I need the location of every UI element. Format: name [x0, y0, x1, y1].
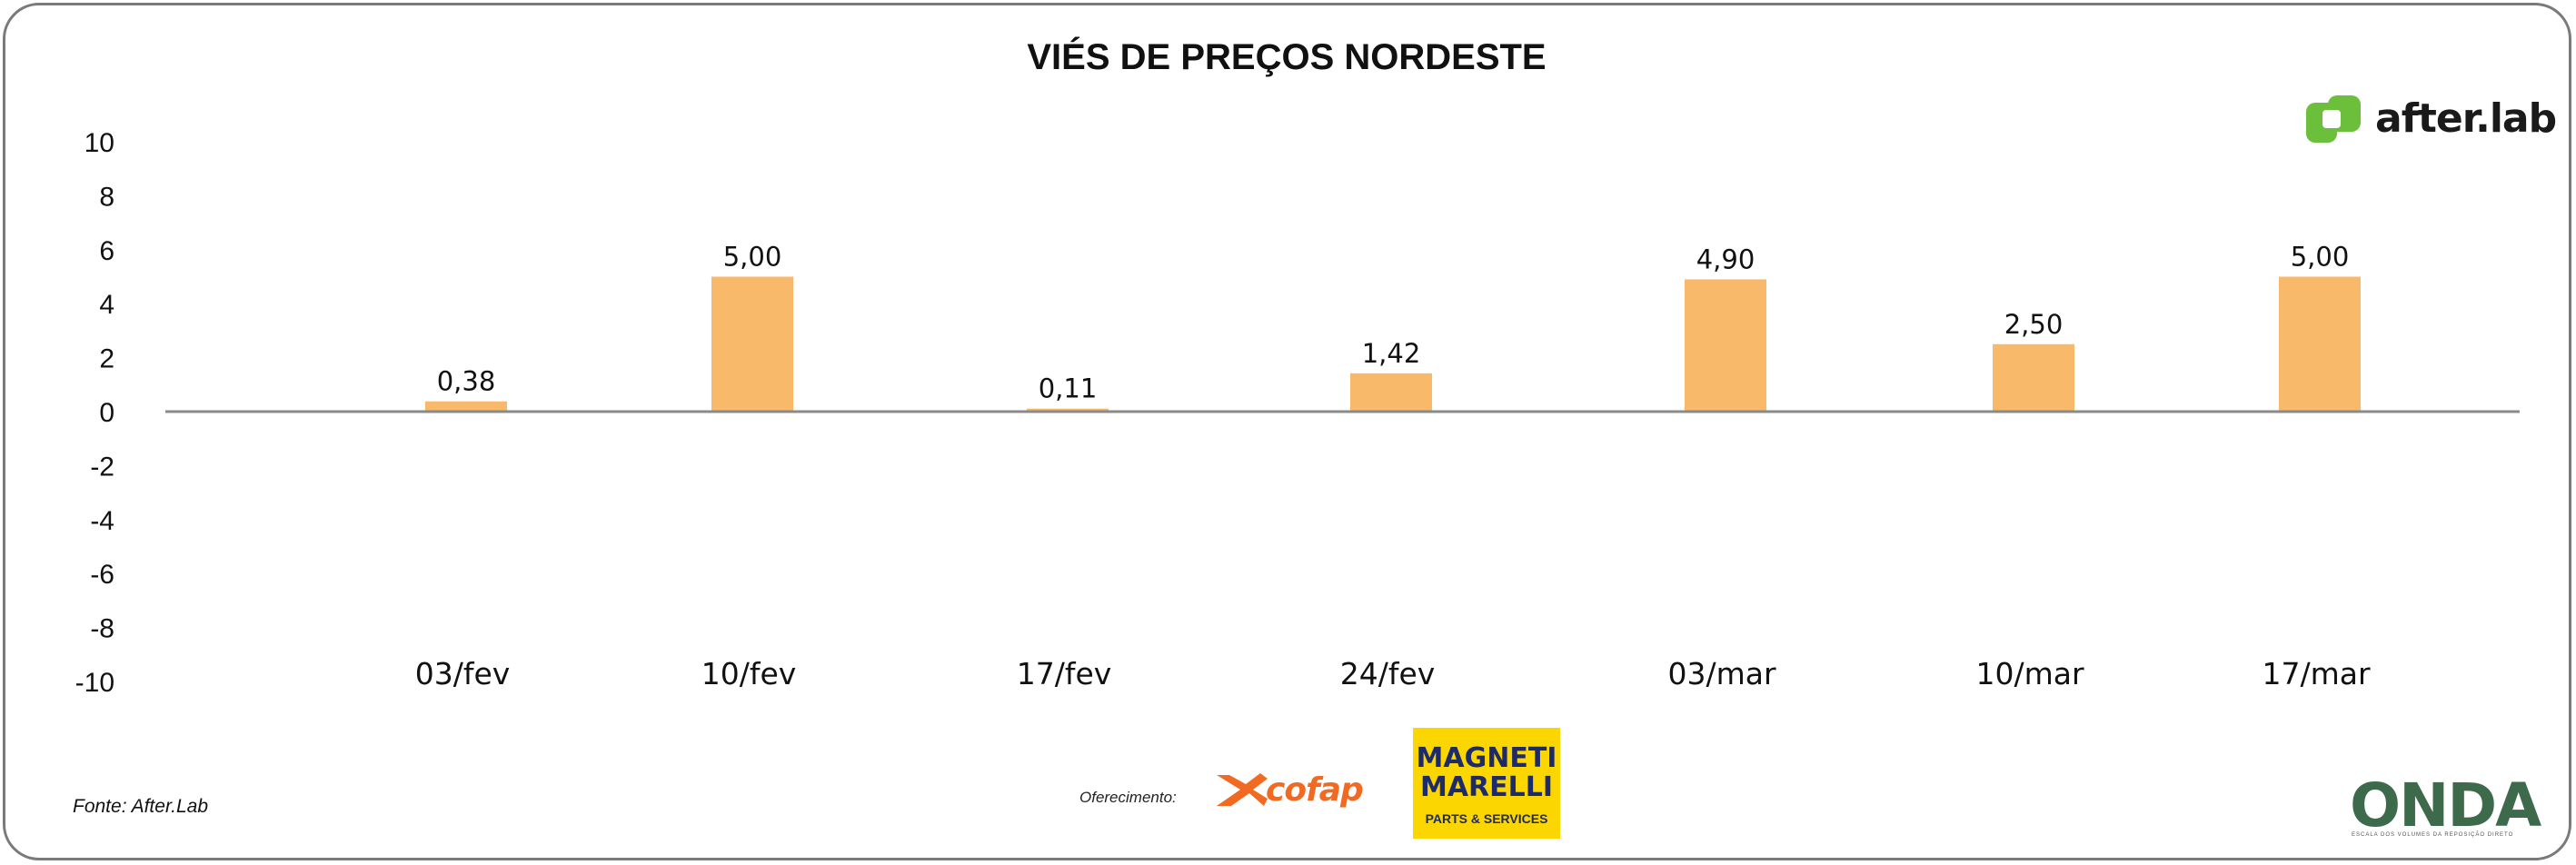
onda-wordmark: ONDA: [2350, 771, 2541, 840]
afterlab-wordmark: after.lab: [2375, 95, 2557, 142]
onda-tagline: ESCALA DOS VOLUMES DA REPOSIÇÃO DIRETO: [2352, 832, 2514, 838]
chart-frame: [3, 3, 2571, 860]
cofap-logo: cofap: [1213, 768, 1386, 813]
y-tick-label: -8: [90, 614, 114, 644]
marelli-wordmark: MARELLI: [1419, 771, 1554, 803]
y-tick-label: 4: [99, 290, 114, 320]
bar-value-label: 2,50: [2004, 309, 2064, 340]
chart-title: VIÉS DE PREÇOS NORDESTE: [1027, 36, 1546, 77]
x-tick-label: 17/mar: [2262, 656, 2370, 691]
bar-value-label: 0,38: [437, 366, 496, 397]
x-tick-label: 03/fev: [415, 656, 511, 691]
y-tick-label: 0: [99, 398, 114, 428]
y-tick-label: 2: [99, 344, 114, 374]
y-tick-label: 8: [99, 182, 114, 212]
bar: [2279, 276, 2361, 412]
x-tick-label: 24/fev: [1340, 656, 1436, 691]
x-tick-label: 03/mar: [1667, 656, 1775, 691]
y-tick-label: -6: [90, 560, 114, 590]
afterlab-mark-icon: [2306, 95, 2361, 143]
bar-value-label: 5,00: [723, 242, 782, 273]
magneti-marelli-logo: MAGNETI MARELLI PARTS & SERVICES: [1413, 728, 1560, 839]
y-tick-label: -2: [90, 452, 114, 482]
y-tick-label: 10: [85, 128, 114, 158]
bar-value-label: 0,11: [1039, 373, 1098, 404]
source-note: Fonte: After.Lab: [73, 796, 209, 817]
bar: [1027, 408, 1109, 412]
bar: [711, 276, 793, 412]
bar: [1685, 279, 1766, 412]
x-tick-label: 17/fev: [1017, 656, 1112, 691]
bar: [425, 401, 507, 412]
cofap-wordmark: cofap: [1266, 771, 1364, 809]
x-tick-label: 10/fev: [701, 656, 797, 691]
bar: [1993, 343, 2074, 412]
y-tick-label: -4: [90, 506, 114, 536]
magneti-wordmark: MAGNETI: [1416, 742, 1557, 774]
cofap-mark-icon: [1217, 773, 1268, 806]
magneti-subtitle: PARTS & SERVICES: [1425, 811, 1548, 826]
y-tick-label: 6: [99, 236, 114, 266]
bar-value-label: 4,90: [1696, 244, 1755, 274]
sponsor-label: Oferecimento:: [1079, 789, 1177, 806]
bar: [1350, 373, 1432, 412]
bar-value-label: 5,00: [2291, 242, 2350, 273]
x-tick-label: 10/mar: [1975, 656, 2084, 691]
onda-logo: ONDA ESCALA DOS VOLUMES DA REPOSIÇÃO DIR…: [2350, 771, 2541, 847]
afterlab-logo: after.lab: [2304, 94, 2557, 148]
bar-value-label: 1,42: [1362, 338, 1421, 369]
y-tick-label: -10: [75, 668, 114, 698]
